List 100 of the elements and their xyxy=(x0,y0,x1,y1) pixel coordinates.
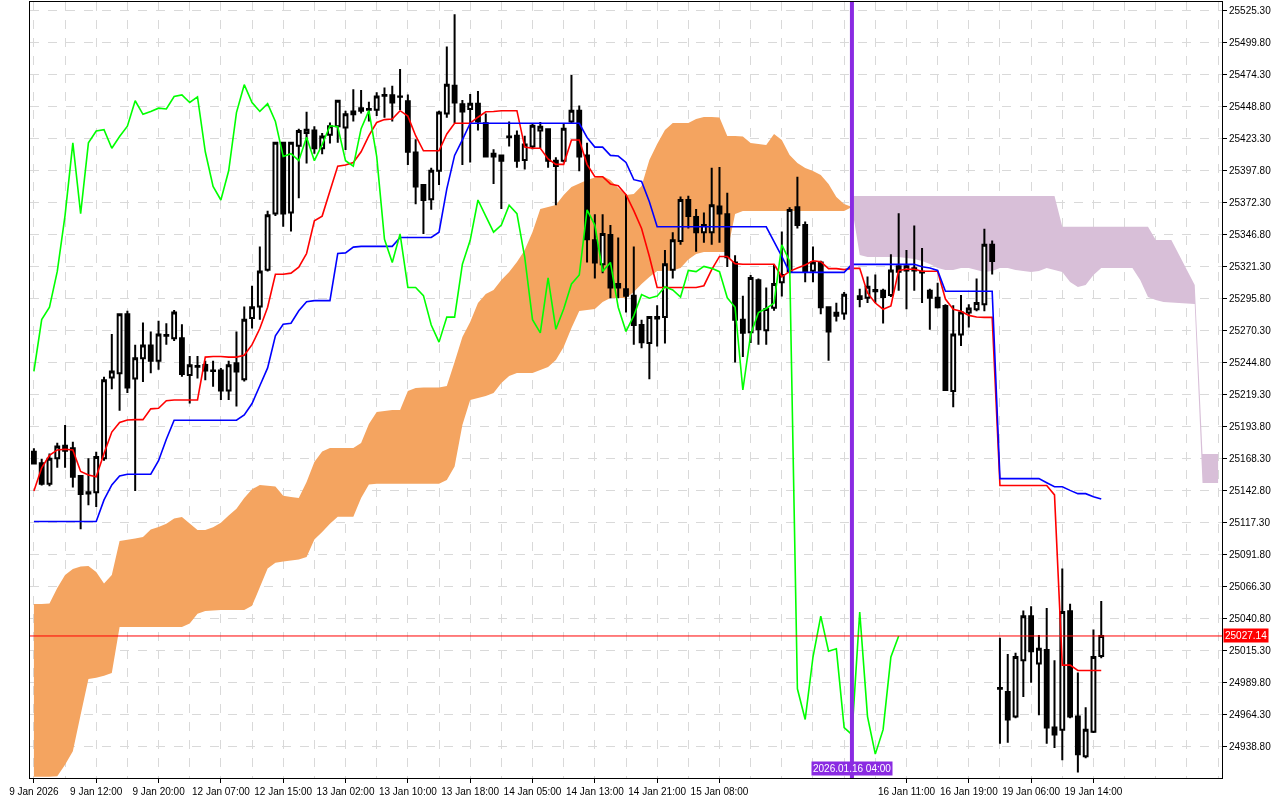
candlestick xyxy=(545,127,551,169)
y-tick-label: 25040.80 xyxy=(1229,613,1272,625)
y-tick-label: 25372.30 xyxy=(1229,196,1272,208)
candlestick xyxy=(724,191,731,269)
candlestick xyxy=(638,318,645,350)
candlestick xyxy=(389,84,396,123)
candlestick xyxy=(926,287,933,331)
candlestick xyxy=(436,109,442,187)
candlestick xyxy=(965,303,972,329)
candlestick xyxy=(693,207,700,253)
candlestick xyxy=(833,301,840,323)
y-tick-label: 25448.80 xyxy=(1229,100,1272,112)
candlestick xyxy=(155,319,162,371)
candlestick xyxy=(101,375,107,462)
candlestick xyxy=(1028,605,1035,684)
x-tick-label: 14 Jan 05:00 xyxy=(503,786,562,797)
y-tick-label: 25142.80 xyxy=(1229,485,1272,497)
candlestick xyxy=(140,321,146,384)
candlestick xyxy=(872,273,879,305)
candlestick xyxy=(560,122,567,164)
y-tick-label: 25244.80 xyxy=(1229,356,1272,368)
x-tick-label: 9 Jan 2026 xyxy=(9,786,60,797)
candlestick xyxy=(841,291,848,321)
y-tick-label: 25091.80 xyxy=(1229,549,1272,561)
y-tick-label: 25295.80 xyxy=(1229,292,1272,304)
candlestick xyxy=(1067,602,1073,720)
candlestick xyxy=(1051,659,1058,749)
y-tick-label: 25321.30 xyxy=(1229,260,1272,272)
x-tick-label: 14 Jan 21:00 xyxy=(628,786,687,797)
candlestick xyxy=(186,355,193,405)
candlestick xyxy=(911,224,918,292)
candlestick xyxy=(241,305,248,383)
candlestick xyxy=(887,253,894,299)
candlestick xyxy=(521,134,528,171)
candlestick xyxy=(654,304,661,348)
y-tick-label: 24964.30 xyxy=(1229,709,1272,721)
candlestick xyxy=(147,330,154,375)
y-tick-label: 25066.30 xyxy=(1229,581,1272,593)
candlestick xyxy=(880,287,887,325)
candlestick xyxy=(1082,706,1089,760)
y-tick-label: 25168.30 xyxy=(1229,453,1272,465)
candlestick xyxy=(490,148,497,185)
candlestick xyxy=(194,355,201,380)
candlestick xyxy=(669,231,676,280)
candlestick xyxy=(54,441,61,469)
candlestick xyxy=(163,322,170,346)
x-tick-label: 19 Jan 14:00 xyxy=(1064,786,1123,797)
candlestick xyxy=(467,92,474,164)
candlestick xyxy=(342,109,349,152)
x-tick-label: 13 Jan 02:00 xyxy=(316,786,375,797)
candlestick xyxy=(404,93,411,166)
candlestick xyxy=(747,274,754,344)
candlestick xyxy=(591,213,598,280)
candlestick xyxy=(646,315,653,381)
candlestick xyxy=(1098,600,1105,660)
candlestick xyxy=(662,249,668,345)
x-tick-label: 2026.01.16 04:00 xyxy=(813,763,892,774)
candlestick xyxy=(568,74,575,125)
candlestick xyxy=(77,473,84,531)
candlestick xyxy=(739,294,746,359)
y-tick-label: 25525.30 xyxy=(1229,4,1272,16)
candlestick xyxy=(295,127,302,200)
candlestick xyxy=(732,254,738,364)
candlestick xyxy=(482,112,489,159)
candlestick xyxy=(249,284,255,330)
candlestick xyxy=(997,636,1003,745)
candlestick xyxy=(817,259,824,316)
candlestick xyxy=(856,287,863,309)
candlestick xyxy=(1043,607,1050,745)
candlestick xyxy=(895,212,902,292)
candlestick xyxy=(514,129,520,169)
candlestick xyxy=(288,141,294,233)
candlestick xyxy=(623,193,629,314)
candlestick xyxy=(552,156,559,207)
candlestick xyxy=(280,141,287,228)
candlestick xyxy=(373,91,380,118)
x-tick-label: 14 Jan 13:00 xyxy=(565,786,625,797)
candlestick xyxy=(179,323,185,378)
candlestick xyxy=(950,304,957,409)
candlestick xyxy=(599,213,606,275)
candlestick xyxy=(264,209,271,273)
candlestick xyxy=(85,457,92,507)
x-tick-label: 19 Jan 06:00 xyxy=(1002,786,1061,797)
candlestick xyxy=(475,90,481,132)
ref-line-label: 25027.14 xyxy=(1225,630,1268,641)
candlestick xyxy=(685,194,692,230)
candlestick xyxy=(615,236,622,300)
y-tick-label: 25474.30 xyxy=(1229,68,1272,80)
candlestick xyxy=(778,230,785,298)
candlestick xyxy=(303,110,310,165)
candlestick xyxy=(630,245,637,346)
candlestick xyxy=(934,281,941,310)
candlestick xyxy=(93,450,100,509)
candlestick xyxy=(1004,653,1011,744)
y-tick-label: 25346.80 xyxy=(1229,228,1272,240)
candlestick xyxy=(763,286,770,346)
candlestick xyxy=(919,247,925,305)
candlestick xyxy=(350,88,357,123)
candlestick xyxy=(62,423,68,469)
candlestick xyxy=(365,100,372,123)
